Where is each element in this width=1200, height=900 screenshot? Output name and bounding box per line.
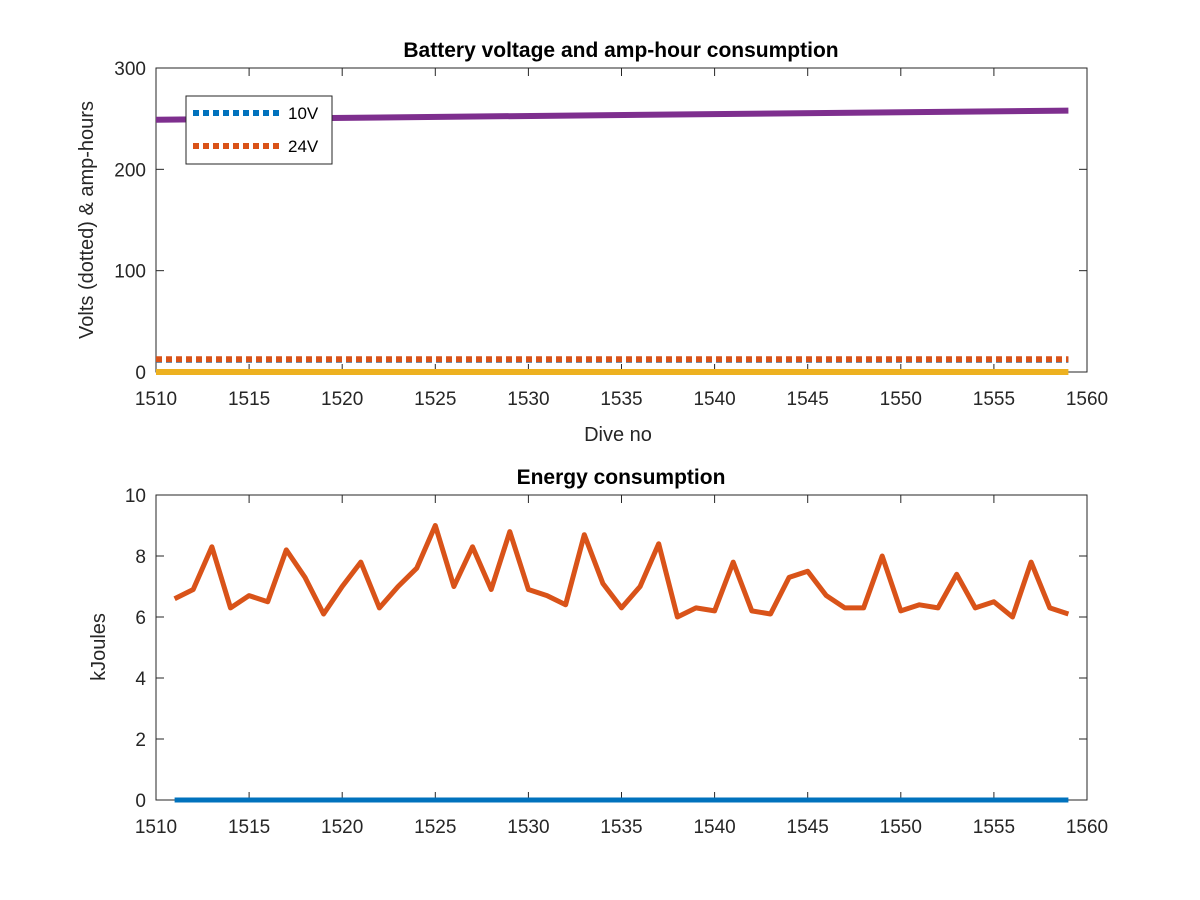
chart-title: Energy consumption xyxy=(517,466,726,489)
x-tick-label: 1525 xyxy=(414,389,456,410)
series-lines xyxy=(173,523,1070,803)
y-tick-label: 8 xyxy=(135,547,146,568)
x-tick-label: 1515 xyxy=(228,817,270,838)
x-tick-label: 1525 xyxy=(414,817,456,838)
x-tick-label: 1535 xyxy=(600,389,642,410)
legend-label-10v: 10V xyxy=(288,104,319,123)
y-tick-label: 200 xyxy=(114,160,146,181)
y-tick-label: 2 xyxy=(135,730,146,751)
plot-area-frame xyxy=(155,494,1088,801)
y-tick-label: 0 xyxy=(135,363,146,384)
x-tick-label: 1510 xyxy=(135,389,177,410)
x-tick-label: 1520 xyxy=(321,817,363,838)
x-tick-label: 1560 xyxy=(1066,389,1108,410)
legend-label-24v: 24V xyxy=(288,137,319,156)
y-tick-label: 6 xyxy=(135,608,146,629)
y-axis-label: Volts (dotted) & amp-hours xyxy=(76,101,98,339)
subplot-battery-voltage: 1510 1515 1520 1525 1530 1535 1540 1545 1550 1555… xyxy=(76,39,1108,446)
legend-box xyxy=(185,95,333,165)
x-tick-label: 1515 xyxy=(228,389,270,410)
x-tick-label: 1545 xyxy=(787,389,829,410)
y-axis-label: kJoules xyxy=(88,613,110,681)
y-tick-label: 10 xyxy=(125,486,146,507)
x-tick-label: 1530 xyxy=(507,817,549,838)
x-tick-label: 1545 xyxy=(787,817,829,838)
tick-labels: 1510 1515 1520 1525 1530 1535 1540 1545 1550 1555… xyxy=(125,486,1108,838)
chart-title: Battery voltage and amp-hour consumption xyxy=(403,39,838,62)
x-tick-label: 1555 xyxy=(973,389,1015,410)
x-tick-label: 1510 xyxy=(135,817,177,838)
x-tick-label: 1530 xyxy=(507,389,549,410)
x-tick-label: 1520 xyxy=(321,389,363,410)
tick-labels: 1510 1515 1520 1525 1530 1535 1540 1545 1550 1555… xyxy=(114,59,1108,410)
tick-marks xyxy=(155,494,1088,801)
x-tick-label: 1560 xyxy=(1066,817,1108,838)
x-tick-label: 1550 xyxy=(880,389,922,410)
y-tick-label: 0 xyxy=(135,791,146,812)
subplot-energy-consumption: 1510 1515 1520 1525 1530 1535 1540 1545 1550 1555… xyxy=(88,466,1108,838)
y-tick-label: 100 xyxy=(114,262,146,283)
x-tick-label: 1550 xyxy=(880,817,922,838)
legend: 10V 24V xyxy=(185,95,333,165)
x-axis-label: Dive no xyxy=(584,424,652,446)
x-tick-label: 1540 xyxy=(693,389,735,410)
y-tick-label: 4 xyxy=(135,669,146,690)
x-tick-label: 1540 xyxy=(693,817,735,838)
x-tick-label: 1535 xyxy=(600,817,642,838)
x-tick-label: 1555 xyxy=(973,817,1015,838)
y-tick-label: 300 xyxy=(114,59,146,80)
series-line-2 xyxy=(173,523,1070,620)
